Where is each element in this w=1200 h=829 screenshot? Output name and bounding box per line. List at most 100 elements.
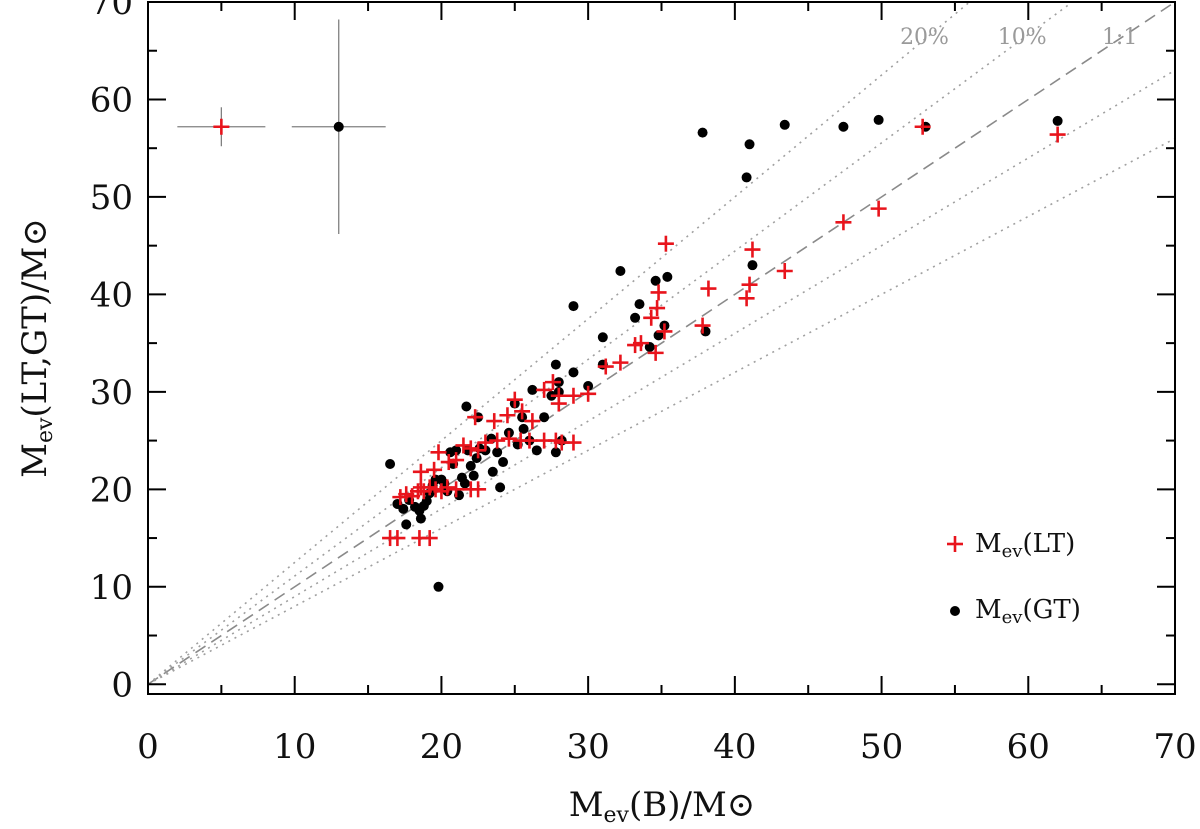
legend-plus-marker — [947, 536, 963, 552]
point-lt-59 — [741, 276, 758, 293]
point-lt-3 — [421, 530, 438, 547]
point-gt-0 — [385, 458, 396, 469]
point-lt-62 — [835, 214, 852, 231]
reference-lines — [148, 2, 1175, 685]
point-gt-67 — [744, 139, 755, 150]
point-lt-20 — [448, 452, 465, 469]
x-tick-label: 50 — [860, 727, 903, 767]
point-gt-71 — [873, 114, 884, 125]
reference-line-0 — [148, 2, 1175, 685]
point-lt-35 — [486, 413, 503, 430]
point-gt-24 — [461, 401, 472, 412]
y-tick-label: 30 — [90, 373, 133, 413]
x-tick-label: 10 — [273, 727, 316, 767]
point-gt-46 — [550, 359, 561, 370]
point-lt-18 — [426, 461, 443, 478]
point-lt-1 — [389, 530, 406, 547]
tick-labels: 0 10 20 30 40 50 60 70 0 10 20 30 40 50 60 70 — [90, 0, 1197, 767]
reference-line-labels: 1:1 10% 20% — [900, 25, 1137, 50]
point-gt-3 — [401, 519, 412, 530]
point-lt-57 — [700, 280, 717, 297]
errbar-marker-0 — [213, 118, 230, 135]
point-gt-33 — [492, 447, 503, 458]
x-tick-label: 30 — [567, 727, 610, 767]
point-gt-65 — [697, 127, 708, 138]
point-lt-19 — [440, 454, 457, 471]
point-gt-27 — [471, 453, 482, 464]
point-lt-45 — [565, 387, 582, 404]
point-lt-13 — [439, 479, 456, 496]
point-lt-60 — [744, 241, 761, 258]
point-lt-21 — [430, 444, 447, 461]
y-tick-label: 10 — [90, 568, 133, 608]
legend-dot-marker — [950, 606, 960, 616]
point-gt-57 — [630, 312, 641, 323]
x-tick-label: 20 — [420, 727, 463, 767]
reference-line-3 — [148, 69, 1175, 685]
point-lt-34 — [467, 409, 484, 426]
point-lt-23 — [462, 440, 479, 457]
reference-line-2 — [148, 2, 971, 685]
point-lt-51 — [656, 323, 673, 340]
point-lt-22 — [455, 437, 472, 454]
point-gt-22 — [459, 478, 470, 489]
point-gt-32 — [487, 466, 498, 477]
y-tick-label: 50 — [90, 178, 133, 218]
legend-gt-marker — [950, 606, 960, 616]
point-lt-25 — [477, 434, 494, 451]
point-gt-19 — [451, 445, 462, 456]
x-tick-label: 40 — [713, 727, 756, 767]
point-lt-37 — [514, 403, 531, 420]
y-tick-label: 0 — [111, 665, 133, 705]
point-lt-63 — [870, 200, 887, 217]
x-axis-title: Mev(B)/M⊙ — [569, 785, 756, 828]
point-gt-73 — [1052, 115, 1063, 126]
point-gt-52 — [568, 301, 579, 312]
point-lt-64 — [914, 118, 931, 135]
point-lt-41 — [544, 374, 561, 391]
y-axis-title: Mev(LT,GT)/M⊙ — [15, 218, 58, 478]
reference-label-1: 10% — [998, 25, 1047, 50]
point-gt-34 — [495, 482, 506, 493]
point-gt-59 — [644, 342, 655, 353]
point-gt-68 — [747, 260, 758, 271]
axis-ticks — [147, 1, 1176, 694]
point-gt-69 — [779, 119, 790, 130]
reference-label-0: 1:1 — [1102, 25, 1137, 50]
point-lt-14 — [448, 481, 465, 498]
point-gt-66 — [741, 172, 752, 183]
point-lt-38 — [524, 413, 541, 430]
point-lt-53 — [649, 300, 666, 317]
point-lt-24 — [470, 442, 487, 459]
point-gt-7 — [415, 513, 426, 524]
point-gt-70 — [838, 121, 849, 132]
legend-lt-label: Mev(LT) — [975, 529, 1075, 562]
x-tick-label: 0 — [137, 727, 159, 767]
point-lt-29 — [521, 432, 538, 449]
point-gt-54 — [597, 332, 608, 343]
point-gt-13 — [433, 581, 444, 592]
x-tick-label: 60 — [1007, 727, 1050, 767]
point-lt-55 — [657, 235, 674, 252]
y-tick-label: 20 — [90, 470, 133, 510]
error-bars — [177, 19, 386, 234]
legend: Mev(LT) Mev(GT) — [947, 529, 1081, 628]
point-lt-61 — [776, 263, 793, 280]
point-lt-49 — [632, 335, 649, 352]
point-lt-39 — [506, 391, 523, 408]
point-gt-25 — [465, 460, 476, 471]
x-tick-label: 70 — [1153, 727, 1196, 767]
point-lt-65 — [1049, 126, 1066, 143]
point-gt-50 — [550, 447, 561, 458]
point-gt-60 — [650, 275, 661, 286]
point-lt-46 — [597, 358, 614, 375]
point-gt-61 — [653, 330, 664, 341]
y-tick-label: 60 — [90, 80, 133, 120]
point-gt-35 — [498, 457, 509, 468]
legend-gt-label: Mev(GT) — [975, 595, 1081, 628]
point-gt-58 — [634, 299, 645, 310]
point-lt-16 — [470, 481, 487, 498]
point-lt-56 — [694, 317, 711, 334]
data-points — [382, 114, 1066, 592]
